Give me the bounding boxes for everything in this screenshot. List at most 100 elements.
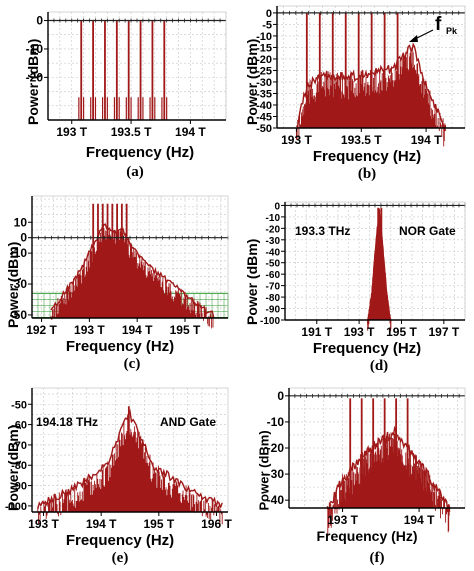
y-tick-label: -60	[11, 420, 27, 432]
marker-line	[288, 393, 465, 398]
chart-b: 193 T 193.5 T 194 T0-5-10-15-20-25-30-35-4…	[256, 5, 466, 147]
x-tick-label: 194 T	[411, 133, 442, 147]
x-tick-label: 194 T	[404, 513, 435, 527]
annotation-frequency: 194.18 THz	[36, 415, 98, 429]
spectrum-envelope	[366, 208, 392, 324]
chart-a: 193 T 193.5 T 194 T 0 -10 -20	[26, 11, 227, 139]
y-tick-label: -80	[11, 460, 27, 472]
caption-b: (b)	[357, 166, 377, 182]
caption-a: (a)	[126, 164, 144, 180]
xlabel-f: Frequency (Hz)	[316, 528, 418, 544]
chart-d: 191 T 193 T 195 T 197 T0-10-20-30-40-50-60-…	[260, 201, 466, 339]
y-tick-label: -90	[11, 481, 27, 493]
chart-e: 193 T 194 T 195 T 196 T -50 -60 -70 -80 -90 -100 1…	[5, 387, 232, 531]
y-tick-label: -60	[266, 270, 281, 281]
y-tick-label: 0	[20, 231, 27, 245]
panel-a: 193 T 193.5 T 194 T 0 -10 -20 Power (dBm) Fre…	[0, 0, 237, 190]
xlabel-a: Frequency (Hz)	[85, 144, 195, 161]
x-tick-label: 195 T	[143, 517, 174, 531]
caption-d: (d)	[369, 358, 389, 374]
xlabel-b: Frequency (Hz)	[312, 148, 422, 165]
caption-f: (f)	[369, 550, 385, 566]
y-tick-label: -50	[256, 123, 272, 135]
spectrum-noise	[37, 414, 223, 525]
panel-c: 192 T 193 T 194 T 195 T 10 0 -10 -30 -50 Power (…	[0, 190, 237, 380]
y-tick-label: -50	[266, 259, 281, 270]
spectrum-envelope	[326, 425, 451, 513]
x-tick-label: 193 T	[281, 133, 312, 147]
x-tick-label: 194 T	[175, 125, 206, 139]
y-tick-label: -35	[256, 88, 272, 100]
y-tick-label: -80	[266, 293, 281, 304]
y-tick-label: -70	[266, 282, 281, 293]
annotation-fpk-sub: Pk	[446, 26, 458, 36]
y-tick-label: -50	[11, 399, 27, 411]
y-tick-label: -40	[266, 247, 281, 258]
spectrum-envelope	[37, 408, 223, 510]
marker-line	[284, 203, 466, 208]
y-tick-label: -70	[11, 440, 27, 452]
spectrum-noise	[50, 223, 215, 329]
x-tick-label: 197 T	[428, 325, 459, 339]
ylabel-e: Power (dBm)	[5, 424, 21, 511]
ylabel-d: Power (dBm)	[244, 238, 260, 325]
x-tick-label: 194 T	[122, 323, 153, 337]
y-tick-label: -10	[266, 213, 281, 224]
y-tick-label: 0	[36, 14, 43, 28]
y-tick-label: -20	[266, 224, 281, 235]
spectrum-noise	[367, 210, 392, 332]
panel-b: 193 T 193.5 T 194 T 0 -5 -10 -15 -20 -25 -30 -35 -4…	[237, 0, 474, 190]
chart-c: 192 T 193 T 194 T 195 T 10 0-10 -30 -50	[10, 195, 229, 337]
y-tick-label: -10	[10, 246, 28, 260]
y-tick-label: 10	[14, 215, 28, 229]
marker-line	[31, 235, 229, 240]
y-tick-label: 0	[274, 201, 280, 212]
x-tick-label: 193 T	[327, 513, 358, 527]
panel-f: 193 T 194 T 0 -10 -20 -30 -40 Power (dBm) Freq…	[237, 380, 474, 571]
y-tick-label: 0	[277, 389, 284, 403]
chart-f: 193 T 194 T 0 -10 -20 -30 -40	[267, 387, 466, 536]
y-tick-label: -30	[10, 277, 28, 291]
x-tick-label: 193 T	[56, 125, 87, 139]
y-tick-label: -40	[267, 493, 285, 507]
x-tick-label: 193.5 T	[111, 125, 152, 139]
annotation-frequency: 193.3 THz	[295, 224, 350, 238]
y-tick-label: -100	[260, 316, 280, 327]
annotation-gate: AND Gate	[160, 415, 216, 429]
ylabel-b: Power (dBm)	[244, 38, 260, 125]
x-tick-label: 193.5 T	[341, 133, 382, 147]
annotation-arrow-head	[409, 35, 418, 42]
ylabel-f: Power (dBm)	[256, 430, 272, 511]
y-tick-label: -10	[26, 42, 44, 56]
y-tick-label: -5	[262, 19, 272, 31]
panel-e: 193 T 194 T 195 T 196 T -50 -60 -70 -80 -90 -100 1…	[0, 380, 237, 571]
y-tick-label: -10	[256, 31, 272, 43]
y-tick-label: 0	[266, 8, 272, 20]
x-tick-label: 193 T	[28, 517, 59, 531]
x-tick-label: 192 T	[26, 323, 57, 337]
y-tick-label: -20	[256, 54, 272, 66]
y-tick-label: -90	[266, 305, 281, 316]
x-tick-label: 196 T	[201, 517, 232, 531]
y-tick-label: -30	[267, 467, 285, 481]
y-tick-label: -40	[256, 100, 272, 112]
caption-e: (e)	[111, 550, 129, 566]
annotation-fpk: f	[435, 14, 442, 35]
x-tick-label: 194 T	[86, 517, 117, 531]
x-tick-label: 193 T	[344, 325, 375, 339]
annotation-gate: NOR Gate	[399, 224, 456, 238]
y-tick-label: -30	[266, 236, 281, 247]
spectrum-envelope	[50, 223, 215, 318]
xlabel-d: Frequency (Hz)	[312, 340, 422, 357]
plot-frame	[47, 11, 227, 121]
xlabel-c: Frequency (Hz)	[65, 338, 175, 355]
y-tick-label: -15	[256, 42, 272, 54]
xlabel-e: Frequency (Hz)	[65, 532, 175, 549]
x-tick-label: 195 T	[386, 325, 417, 339]
caption-c: (c)	[123, 356, 141, 372]
x-tick-label: 191 T	[301, 325, 332, 339]
marker-line	[47, 18, 226, 23]
marker-line	[276, 10, 465, 15]
y-tick-label: -45	[256, 111, 272, 123]
y-tick-label: -20	[267, 441, 285, 455]
